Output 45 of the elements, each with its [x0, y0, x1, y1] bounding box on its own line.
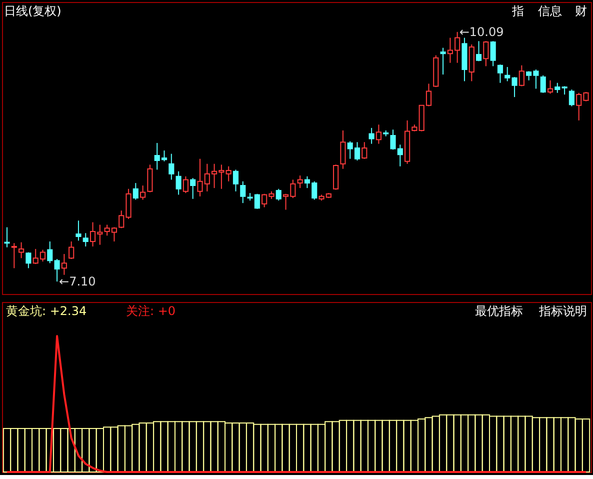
candlestick [368, 127, 374, 144]
candlestick [182, 176, 188, 194]
candlestick [376, 124, 382, 144]
chart-title: 日线(复权) [4, 4, 62, 18]
candlestick [190, 178, 196, 200]
candlestick [276, 188, 282, 202]
candlestick [18, 242, 24, 259]
candlestick [476, 40, 482, 62]
candlestick [168, 153, 174, 180]
text: 黄金坑: +2.34 [6, 304, 87, 318]
annotation: ←10.09 [459, 24, 504, 39]
candlestick [61, 253, 67, 276]
candlestick [226, 166, 232, 182]
candlestick [76, 220, 82, 242]
candlestick [68, 240, 74, 260]
candlestick [440, 47, 446, 76]
candlestick [554, 82, 560, 94]
candlestick [4, 226, 10, 248]
candlestick [47, 240, 53, 264]
candlestick [232, 169, 239, 192]
candlestick [497, 64, 504, 84]
candlestick [176, 170, 182, 196]
candlestick [333, 164, 339, 190]
candlestick [82, 232, 88, 247]
candlestick [490, 40, 496, 67]
candlestick [132, 182, 138, 200]
text: 指 [511, 4, 524, 18]
candlestick [540, 74, 546, 94]
text: 财 [575, 4, 587, 18]
text: 信息 [538, 4, 562, 18]
candlestick [547, 80, 554, 94]
candlestick [568, 89, 574, 107]
candlestick [26, 252, 32, 269]
candlestick [483, 40, 489, 67]
text: 关注: +0 [126, 304, 176, 318]
text: 最优指标 [475, 304, 523, 318]
candlestick [518, 64, 524, 87]
candlestick [362, 142, 368, 160]
candlestick [297, 175, 303, 189]
text: 指标说明 [538, 304, 587, 318]
candlestick [340, 130, 346, 170]
candlestick [240, 180, 246, 204]
annotation: ←7.10 [59, 274, 96, 289]
candlestick [11, 242, 17, 269]
candlestick [54, 258, 60, 282]
